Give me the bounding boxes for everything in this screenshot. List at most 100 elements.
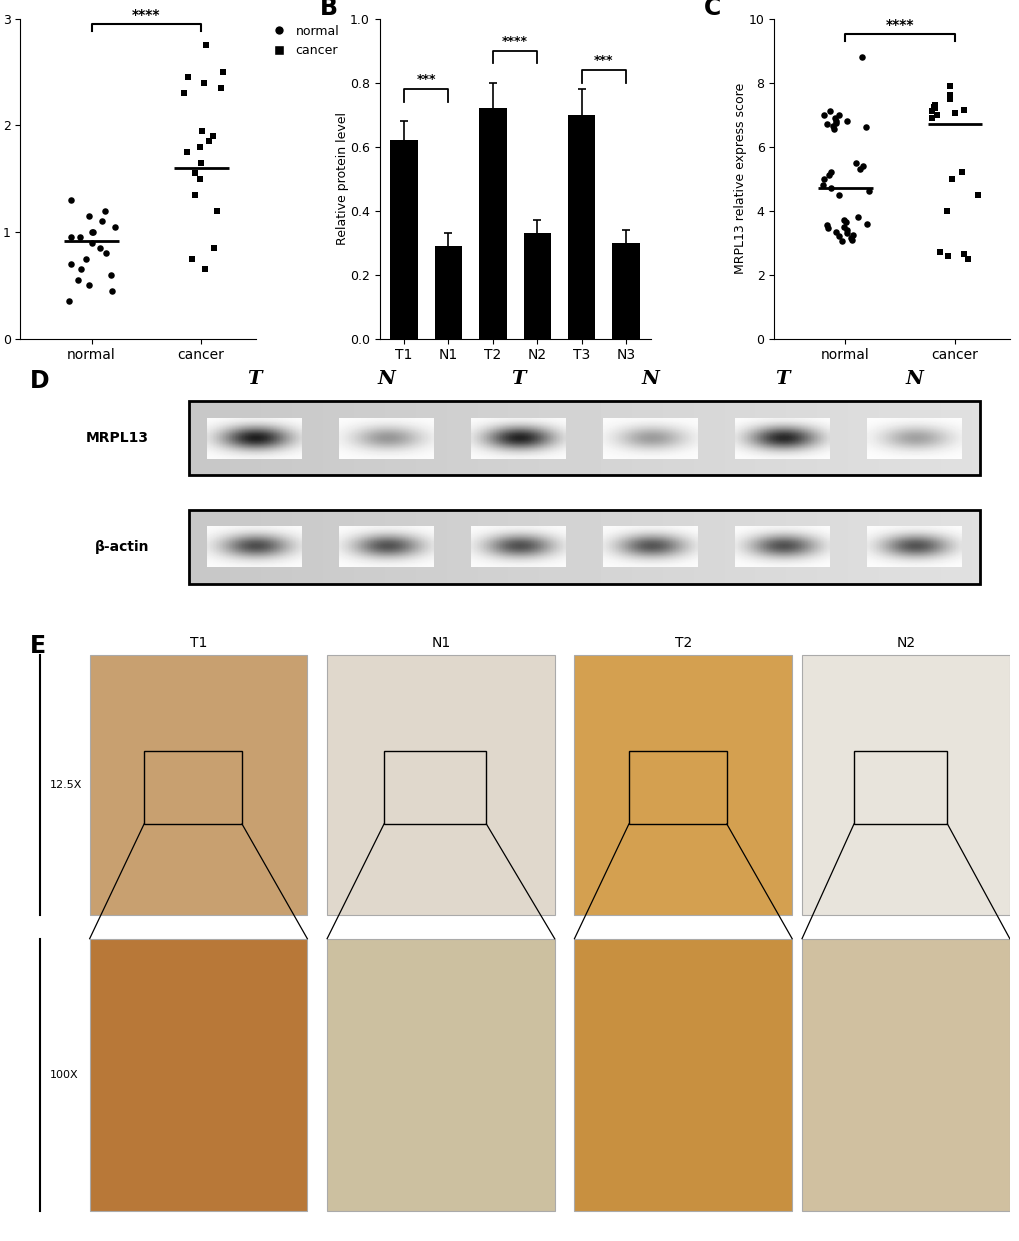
- Bar: [574, 938, 792, 1210]
- Text: T: T: [247, 370, 262, 388]
- Bar: [479, 108, 506, 339]
- Point: [60, 292, 76, 311]
- Point: [82, 276, 98, 295]
- Point: [847, 153, 863, 172]
- Point: [836, 211, 852, 231]
- Point: [849, 207, 865, 227]
- Point: [858, 213, 874, 233]
- Legend: normal, cancer: normal, cancer: [267, 25, 339, 57]
- Point: [103, 264, 119, 284]
- Text: B: B: [320, 0, 337, 20]
- Bar: [189, 510, 979, 583]
- Point: [835, 217, 851, 237]
- Bar: [629, 751, 727, 824]
- Point: [194, 120, 210, 140]
- Point: [857, 118, 873, 138]
- Point: [844, 230, 860, 249]
- Point: [829, 104, 846, 124]
- Point: [197, 259, 213, 279]
- Point: [825, 108, 842, 128]
- Y-axis label: MRPL13 relative express score: MRPL13 relative express score: [734, 83, 747, 274]
- Text: MRPL13: MRPL13: [86, 432, 149, 446]
- Point: [201, 132, 217, 151]
- Point: [833, 231, 849, 251]
- Point: [845, 225, 861, 244]
- Point: [86, 222, 102, 242]
- Point: [822, 163, 839, 182]
- Point: [956, 101, 972, 120]
- Bar: [327, 938, 554, 1210]
- Point: [106, 217, 122, 237]
- Point: [925, 96, 942, 115]
- Point: [97, 201, 113, 221]
- Point: [186, 164, 203, 184]
- Point: [837, 212, 853, 232]
- Text: N1: N1: [431, 637, 450, 650]
- Bar: [390, 140, 418, 339]
- Point: [959, 248, 975, 268]
- Text: ****: ****: [132, 7, 161, 22]
- Point: [72, 227, 89, 247]
- Point: [175, 83, 192, 103]
- Point: [969, 185, 985, 205]
- Bar: [90, 938, 307, 1210]
- Point: [853, 47, 869, 67]
- Point: [860, 181, 876, 201]
- Point: [198, 35, 214, 55]
- Point: [923, 108, 940, 128]
- Bar: [383, 751, 486, 824]
- Bar: [189, 401, 979, 475]
- Point: [63, 190, 79, 210]
- Point: [820, 165, 837, 185]
- Point: [84, 233, 100, 253]
- Point: [942, 76, 958, 96]
- Point: [192, 137, 208, 156]
- Point: [183, 248, 200, 268]
- Bar: [90, 655, 307, 915]
- Point: [178, 141, 195, 161]
- Point: [827, 112, 844, 132]
- Point: [69, 271, 86, 290]
- Point: [825, 119, 842, 139]
- Point: [73, 259, 90, 279]
- Point: [824, 115, 841, 135]
- Point: [854, 156, 870, 176]
- Bar: [327, 655, 554, 915]
- Point: [98, 243, 114, 263]
- Point: [815, 104, 832, 124]
- Point: [843, 228, 859, 248]
- Point: [84, 222, 100, 242]
- Bar: [853, 751, 947, 824]
- Bar: [574, 655, 792, 915]
- Point: [94, 211, 110, 231]
- Text: 100X: 100X: [50, 1070, 78, 1080]
- Point: [77, 248, 94, 268]
- Text: T: T: [511, 370, 525, 388]
- Point: [213, 78, 229, 98]
- Point: [179, 67, 196, 87]
- Point: [206, 238, 222, 258]
- Text: ***: ***: [594, 55, 613, 67]
- Point: [829, 226, 846, 246]
- Point: [196, 73, 212, 93]
- Point: [953, 163, 969, 182]
- Text: N2: N2: [896, 637, 915, 650]
- Point: [942, 88, 958, 108]
- Text: N: N: [641, 370, 658, 388]
- Text: T1: T1: [190, 637, 207, 650]
- Point: [104, 280, 120, 300]
- Bar: [568, 114, 595, 339]
- Point: [205, 127, 221, 146]
- Text: C: C: [703, 0, 720, 20]
- Point: [814, 175, 830, 195]
- Point: [925, 98, 942, 118]
- Point: [931, 242, 948, 262]
- Text: E: E: [31, 634, 47, 658]
- Point: [839, 220, 855, 240]
- Point: [827, 113, 844, 133]
- Point: [838, 112, 854, 132]
- Point: [63, 227, 79, 247]
- Text: T: T: [774, 370, 789, 388]
- Text: 12.5X: 12.5X: [50, 781, 83, 791]
- Point: [818, 114, 835, 134]
